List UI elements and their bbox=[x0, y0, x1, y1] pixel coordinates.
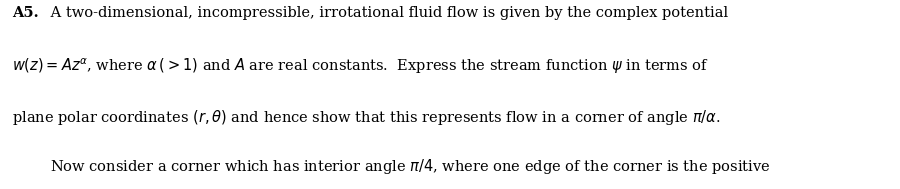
Text: plane polar coordinates $(r, \theta)$ and hence show that this represents flow i: plane polar coordinates $(r, \theta)$ an… bbox=[12, 108, 720, 127]
Text: A5.: A5. bbox=[12, 6, 39, 20]
Text: $w(z) = Az^{\alpha}$, where $\alpha\,(> 1)$ and $A$ are real constants.  Express: $w(z) = Az^{\alpha}$, where $\alpha\,(> … bbox=[12, 57, 708, 76]
Text: Now consider a corner which has interior angle $\pi/4$, where one edge of the co: Now consider a corner which has interior… bbox=[50, 157, 770, 176]
Text: A two-dimensional, incompressible, irrotational fluid flow is given by the compl: A two-dimensional, incompressible, irrot… bbox=[46, 6, 728, 20]
